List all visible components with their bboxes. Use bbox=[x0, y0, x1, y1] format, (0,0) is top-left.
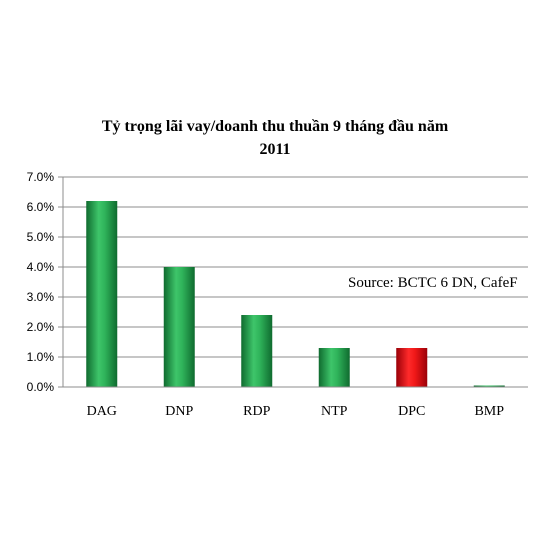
source-annotation: Source: BCTC 6 DN, CafeF bbox=[348, 275, 518, 291]
x-tick-label-ntp: NTP bbox=[321, 404, 348, 419]
y-tick-label-5: 5.0% bbox=[27, 230, 55, 244]
y-tick-label-6: 6.0% bbox=[27, 200, 55, 214]
y-tick-label-4: 4.0% bbox=[27, 260, 55, 274]
y-tick-label-0: 0.0% bbox=[27, 380, 55, 394]
x-tick-label-dpc: DPC bbox=[398, 404, 425, 419]
x-axis-category-labels: DAG DNP RDP NTP DPC BMP bbox=[87, 404, 505, 419]
x-tick-label-dnp: DNP bbox=[165, 404, 193, 419]
gridlines bbox=[58, 176, 528, 388]
y-tick-label-3: 3.0% bbox=[27, 290, 55, 304]
chart-title-line-2: 2011 bbox=[259, 141, 290, 158]
y-tick-label-7: 7.0% bbox=[27, 170, 55, 184]
x-tick-label-dag: DAG bbox=[87, 404, 117, 419]
bar-dag bbox=[86, 201, 118, 387]
bars bbox=[86, 201, 505, 387]
y-tick-label-1: 1.0% bbox=[27, 350, 55, 364]
bar-bmp bbox=[473, 385, 505, 387]
x-tick-label-bmp: BMP bbox=[474, 404, 504, 419]
bar-dpc bbox=[396, 348, 428, 387]
bar-rdp bbox=[241, 315, 273, 387]
x-tick-label-rdp: RDP bbox=[243, 404, 270, 419]
bar-dnp bbox=[163, 267, 195, 387]
chart-title-line-1: Tỷ trọng lãi vay/doanh thu thuần 9 tháng… bbox=[102, 118, 449, 135]
y-axis-tick-labels: 0.0% 1.0% 2.0% 3.0% 4.0% 5.0% 6.0% 7.0% bbox=[27, 170, 55, 394]
y-tick-label-2: 2.0% bbox=[27, 320, 55, 334]
bar-ntp bbox=[318, 348, 350, 387]
